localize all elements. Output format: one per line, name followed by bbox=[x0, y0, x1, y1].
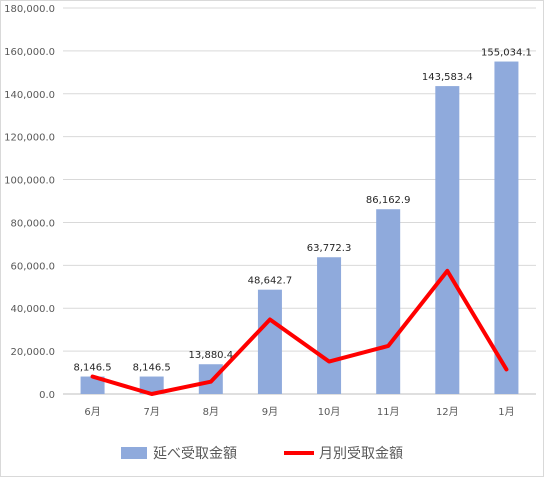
line-series-path bbox=[90, 268, 509, 396]
bar bbox=[80, 376, 105, 394]
legend: 延べ受取金額 月別受取金額 bbox=[121, 446, 403, 462]
bar-data-label: 155,034.1 bbox=[481, 48, 532, 59]
y-tick-label: 140,000.0 bbox=[4, 90, 55, 101]
legend-label-bar: 延べ受取金額 bbox=[153, 446, 237, 462]
bar bbox=[435, 86, 460, 394]
y-tick-label: 40,000.0 bbox=[10, 304, 55, 315]
gridlines bbox=[63, 7, 536, 395]
x-tick-label: 9月 bbox=[262, 406, 278, 418]
y-tick-label: 120,000.0 bbox=[4, 133, 55, 144]
bar bbox=[376, 209, 401, 394]
bar bbox=[139, 376, 164, 394]
y-tick-label: 80,000.0 bbox=[10, 218, 55, 229]
x-tick-label: 11月 bbox=[377, 406, 400, 418]
x-axis-ticks: 6月 7月 8月 9月 10月 11月 12月 1月 bbox=[84, 406, 514, 418]
y-axis-ticks: 0.0 20,000.0 40,000.0 60,000.0 80,000.0 100,0… bbox=[4, 4, 55, 401]
x-tick-label: 12月 bbox=[436, 406, 459, 418]
y-tick-label: 100,000.0 bbox=[4, 176, 55, 187]
bar bbox=[257, 289, 282, 394]
y-tick-label: 20,000.0 bbox=[10, 347, 55, 358]
bar-data-labels: 8,146.5 8,146.5 13,880.4 48,642.7 63,772.3 86… bbox=[73, 48, 531, 374]
y-tick-label: 60,000.0 bbox=[10, 261, 55, 272]
bar-data-label: 8,146.5 bbox=[73, 363, 111, 374]
y-tick-label: 180,000.0 bbox=[4, 4, 55, 15]
y-tick-label: 0.0 bbox=[39, 390, 55, 401]
bar bbox=[494, 61, 519, 394]
bar bbox=[317, 257, 342, 394]
x-tick-label: 8月 bbox=[203, 406, 219, 418]
bar-data-label: 48,642.7 bbox=[248, 276, 293, 287]
y-tick-label: 160,000.0 bbox=[4, 47, 55, 58]
x-tick-label: 7月 bbox=[144, 406, 160, 418]
bar-data-label: 13,880.4 bbox=[189, 350, 234, 361]
legend-label-line: 月別受取金額 bbox=[319, 446, 403, 462]
bar-data-label: 143,583.4 bbox=[422, 72, 473, 83]
legend-swatch-bar bbox=[121, 447, 147, 459]
x-tick-label: 10月 bbox=[318, 406, 341, 418]
x-tick-label: 1月 bbox=[498, 406, 514, 418]
bar-data-label: 63,772.3 bbox=[307, 243, 352, 254]
bar-series bbox=[80, 61, 519, 394]
bar-data-label: 86,162.9 bbox=[366, 195, 411, 206]
x-tick-label: 6月 bbox=[84, 406, 100, 418]
bar-data-label: 8,146.5 bbox=[133, 363, 171, 374]
line-series bbox=[90, 268, 509, 396]
